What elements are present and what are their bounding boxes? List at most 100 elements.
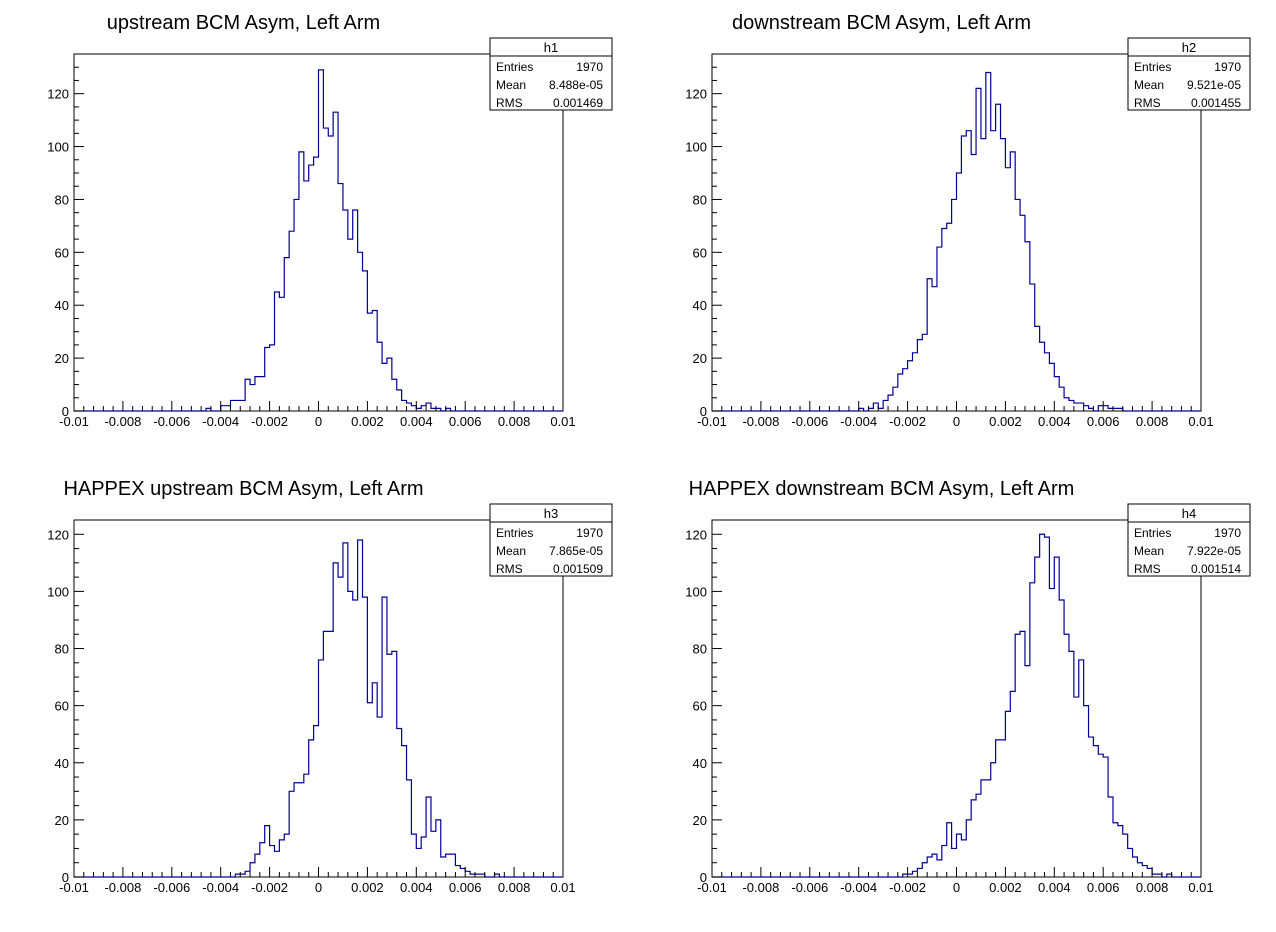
y-tick-label: 100	[685, 140, 707, 155]
stats-name: h4	[1182, 506, 1196, 521]
stats-rms-value: 0.001469	[553, 96, 603, 110]
y-tick-label: 0	[62, 870, 69, 885]
histogram-series	[74, 539, 563, 878]
x-tick-label: 0.006	[1087, 414, 1120, 429]
stats-rms-label: RMS	[1134, 562, 1161, 576]
x-tick-label: 0.004	[1038, 414, 1071, 429]
y-tick-label: 80	[693, 192, 707, 207]
stats-entries-label: Entries	[1134, 526, 1171, 540]
stats-name: h3	[544, 506, 558, 521]
stats-entries-label: Entries	[496, 526, 533, 540]
stats-entries-value: 1970	[576, 60, 603, 74]
x-tick-label: 0.01	[1188, 880, 1213, 895]
stats-mean-label: Mean	[1134, 78, 1164, 92]
stats-rms-label: RMS	[496, 96, 523, 110]
x-tick-label: 0.01	[550, 414, 575, 429]
stats-rms-label: RMS	[496, 562, 523, 576]
x-tick-label: 0	[953, 414, 960, 429]
y-tick-label: 120	[47, 87, 69, 102]
y-tick-label: 80	[693, 642, 707, 657]
x-tick-label: -0.002	[889, 880, 926, 895]
x-tick-label: 0.008	[498, 414, 531, 429]
histogram-pad-1: upstream BCM Asym, Left Arm -0.01 -0.008 -0…	[47, 12, 613, 429]
stats-rms-label: RMS	[1134, 96, 1161, 110]
x-tick-label: -0.006	[791, 880, 828, 895]
x-tick-label: 0.008	[498, 880, 531, 895]
x-tick-label: 0.01	[1188, 414, 1213, 429]
stats-mean-value: 8.488e-05	[549, 78, 603, 92]
x-tick-label: -0.004	[202, 880, 239, 895]
x-tick-label: 0.006	[449, 880, 482, 895]
stats-rms-value: 0.001509	[553, 562, 603, 576]
y-tick-label: 120	[685, 527, 707, 542]
stats-rms-value: 0.001514	[1191, 562, 1241, 576]
x-tick-label: 0.006	[1087, 880, 1120, 895]
y-tick-label: 40	[55, 298, 69, 313]
stats-mean-value: 9.521e-05	[1187, 78, 1241, 92]
x-tick-label: -0.008	[104, 414, 141, 429]
x-tick-label: -0.008	[742, 414, 779, 429]
chart-title: HAPPEX upstream BCM Asym, Left Arm	[63, 478, 423, 500]
x-tick-label: 0.002	[351, 880, 384, 895]
x-tick-label: -0.006	[153, 880, 190, 895]
x-tick-label: -0.01	[697, 880, 727, 895]
stats-mean-label: Mean	[496, 78, 526, 92]
y-tick-label: 80	[55, 642, 69, 657]
y-tick-label: 120	[47, 527, 69, 542]
x-tick-label: 0	[315, 414, 322, 429]
chart-title: upstream BCM Asym, Left Arm	[107, 12, 380, 34]
histogram-series	[74, 69, 563, 412]
y-tick-label: 0	[62, 404, 69, 419]
y-tick-label: 0	[700, 404, 707, 419]
y-tick-label: 100	[47, 140, 69, 155]
y-tick-label: 40	[693, 756, 707, 771]
y-tick-label: 80	[55, 192, 69, 207]
x-tick-label: 0	[953, 880, 960, 895]
stats-mean-label: Mean	[1134, 544, 1164, 558]
x-tick-label: -0.01	[697, 414, 727, 429]
x-tick-label: -0.004	[840, 414, 877, 429]
stats-entries-value: 1970	[576, 526, 603, 540]
y-tick-label: 60	[693, 699, 707, 714]
y-tick-label: 20	[55, 813, 69, 828]
y-tick-label: 100	[47, 584, 69, 599]
x-tick-label: -0.008	[104, 880, 141, 895]
x-tick-label: -0.002	[251, 880, 288, 895]
stats-name: h1	[544, 40, 558, 55]
histogram-series	[712, 71, 1201, 412]
histogram-pad-4: HAPPEX downstream BCM Asym, Left Arm -0.0…	[685, 478, 1251, 895]
x-tick-label: 0.006	[449, 414, 482, 429]
chart-title: HAPPEX downstream BCM Asym, Left Arm	[689, 478, 1075, 500]
x-tick-label: -0.006	[153, 414, 190, 429]
x-tick-label: -0.01	[59, 880, 89, 895]
histogram-series	[712, 533, 1201, 878]
stats-name: h2	[1182, 40, 1196, 55]
y-tick-label: 60	[55, 245, 69, 260]
chart-title: downstream BCM Asym, Left Arm	[732, 12, 1031, 34]
x-tick-label: 0.004	[400, 880, 433, 895]
x-tick-label: -0.006	[791, 414, 828, 429]
y-tick-label: 120	[685, 87, 707, 102]
x-tick-label: -0.004	[202, 414, 239, 429]
x-tick-label: 0.004	[400, 414, 433, 429]
x-tick-label: 0.004	[1038, 880, 1071, 895]
histogram-pad-3: HAPPEX upstream BCM Asym, Left Arm-0.01-…	[47, 478, 613, 895]
x-tick-label: -0.002	[889, 414, 926, 429]
stats-box: h3 Entries 1970 Mean 7.865e-05 RMS 0.001509	[489, 503, 613, 577]
x-tick-label: 0.008	[1136, 414, 1169, 429]
histogram-pad-2: downstream BCM Asym, Left Arm -0.01 -0.008…	[685, 12, 1251, 429]
stats-box: h4 Entries 1970 Mean 7.922e-05 RMS 0.001514	[1127, 503, 1251, 577]
stats-mean-value: 7.865e-05	[549, 544, 603, 558]
x-tick-label: -0.004	[840, 880, 877, 895]
y-tick-label: 20	[55, 351, 69, 366]
x-tick-label: 0.002	[351, 414, 384, 429]
y-tick-label: 20	[693, 813, 707, 828]
stats-entries-value: 1970	[1214, 60, 1241, 74]
x-tick-label: -0.002	[251, 414, 288, 429]
y-tick-label: 100	[685, 584, 707, 599]
x-tick-label: -0.008	[742, 880, 779, 895]
x-tick-label: 0.01	[550, 880, 575, 895]
x-tick-label: -0.01	[59, 414, 89, 429]
stats-entries-label: Entries	[1134, 60, 1171, 74]
